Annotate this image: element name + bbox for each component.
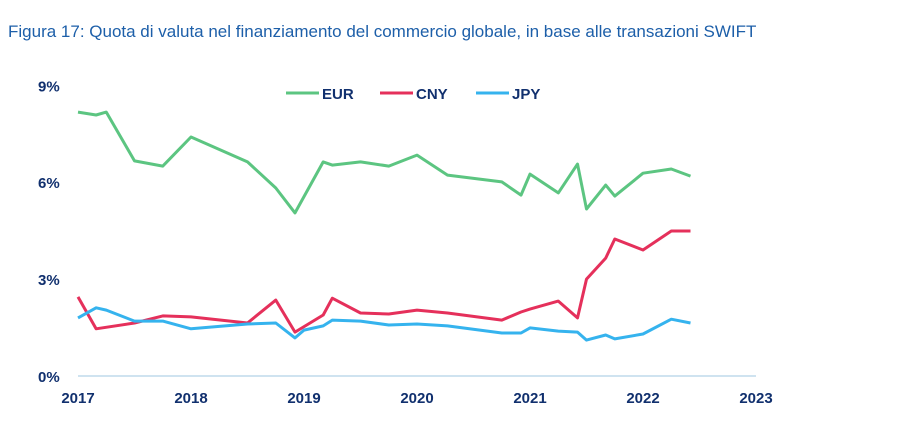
y-tick-label: 6% [38, 175, 60, 192]
x-tick-label: 2022 [626, 390, 659, 407]
x-tick-label: 2017 [61, 390, 94, 407]
x-tick-label: 2021 [513, 390, 546, 407]
y-axis: 0% 3% 6% 9% [38, 78, 60, 386]
legend-label-eur: EUR [322, 86, 354, 103]
chart-title: Figura 17: Quota di valuta nel finanziam… [8, 22, 756, 41]
x-tick-label: 2020 [400, 390, 433, 407]
series-line-eur [77, 110, 692, 215]
x-axis: 2017 2018 2019 2020 2021 2022 2023 [61, 390, 772, 407]
x-tick-label: 2018 [174, 390, 207, 407]
series-lines [76, 110, 692, 342]
series-line-cny [76, 229, 691, 334]
series-line-jpy [77, 306, 691, 342]
y-tick-label: 9% [38, 78, 60, 95]
legend-label-jpy: JPY [512, 86, 540, 103]
legend-label-cny: CNY [416, 86, 448, 103]
x-tick-label: 2019 [287, 390, 320, 407]
y-tick-label: 0% [38, 369, 60, 386]
x-tick-label: 2023 [739, 390, 772, 407]
legend: EUR CNY JPY [286, 86, 540, 103]
y-tick-label: 3% [38, 272, 60, 289]
